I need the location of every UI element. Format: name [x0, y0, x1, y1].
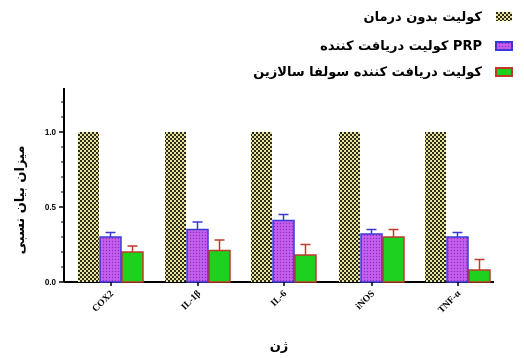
y-ticks: 0.0 0.5 1.0 — [45, 101, 64, 287]
bar-prp-1 — [186, 228, 209, 283]
y-axis-title: میزان بیان نسبی — [13, 146, 28, 255]
x-tick-label: TNF-α — [437, 289, 464, 316]
y-tick-label: 1.0 — [45, 128, 57, 137]
bar-sulfasalazine-1 — [208, 249, 231, 283]
legend-swatch-untreated — [496, 12, 512, 21]
legend-item-untreated: کولیت بدون درمان — [364, 10, 512, 25]
bar-untreated-2 — [251, 132, 272, 282]
bar-untreated-3 — [339, 132, 360, 282]
bar-sulfasalazine-0 — [121, 251, 144, 283]
legend-label-prp: کولیت دریافت کننده PRP — [320, 39, 482, 54]
bar-prp-0 — [99, 236, 122, 283]
legend-swatch-prp — [495, 41, 513, 51]
x-axis-title: ژن — [270, 339, 289, 354]
bar-sulfasalazine-4 — [468, 269, 491, 283]
x-tick-label: COX2 — [91, 289, 117, 315]
bars — [78, 132, 491, 283]
y-tick-label: 0.5 — [45, 203, 57, 212]
x-ticks: COX2 IL-1β IL-6 iNOS TNF-α — [91, 282, 464, 316]
x-tick-label: IL-6 — [269, 289, 289, 309]
legend-label-sulfasalazine: کولیت دریافت کننده سولفا سالازین — [253, 65, 482, 80]
legend-swatch-sulfasalazine — [495, 67, 513, 77]
legend: کولیت بدون درمان کولیت دریافت کننده PRP … — [253, 10, 513, 80]
bar-untreated-0 — [78, 132, 99, 282]
bar-prp-2 — [272, 219, 295, 283]
bar-untreated-1 — [165, 132, 186, 282]
y-tick-label: 0.0 — [45, 278, 57, 287]
bar-untreated-4 — [425, 132, 446, 282]
bar-sulfasalazine-2 — [294, 254, 317, 283]
legend-item-prp: کولیت دریافت کننده PRP — [320, 39, 513, 54]
legend-label-untreated: کولیت بدون درمان — [364, 10, 483, 25]
legend-item-sulfasalazine: کولیت دریافت کننده سولفا سالازین — [253, 65, 513, 80]
bar-sulfasalazine-3 — [382, 236, 405, 283]
bar-prp-4 — [446, 236, 469, 283]
x-tick-label: iNOS — [354, 289, 377, 312]
x-tick-label: IL-1β — [180, 289, 203, 312]
bar-prp-3 — [360, 233, 383, 283]
